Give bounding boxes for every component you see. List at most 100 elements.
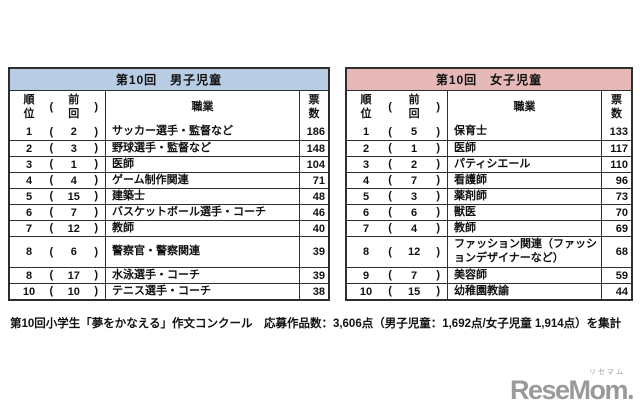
resemom-logo: リセマム ReseMom. bbox=[509, 369, 635, 406]
rank-value: 5 bbox=[362, 190, 370, 203]
rank-cell: 7 (4) bbox=[347, 221, 447, 236]
table-row: 6 (6) 獣医 70 bbox=[347, 204, 631, 220]
paren-open: ( bbox=[49, 174, 54, 186]
rank-value: 3 bbox=[362, 158, 370, 171]
rank-value: 8 bbox=[362, 246, 370, 258]
job-cell: 医師 bbox=[447, 141, 601, 156]
prev-rank-value: 3 bbox=[70, 142, 77, 155]
votes-cell: 148 bbox=[299, 141, 328, 156]
paren-open: ( bbox=[49, 158, 54, 170]
rank-cell: 8 (12) bbox=[347, 237, 447, 267]
paren-open: ( bbox=[388, 101, 392, 113]
prev-rank-value: 6 bbox=[411, 206, 418, 219]
paren-open: ( bbox=[388, 125, 392, 138]
paren-open: ( bbox=[49, 101, 54, 113]
paren-close: ) bbox=[94, 245, 98, 258]
paren-close: ) bbox=[94, 158, 98, 170]
paren-open: ( bbox=[388, 222, 392, 234]
job-cell: パティシエール bbox=[447, 157, 601, 172]
rank-prev-header-cell: 順 位 ( 前 回 ) bbox=[347, 91, 447, 124]
job-cell: 教師 bbox=[105, 221, 299, 236]
table-row: 3 (1) 医師 104 bbox=[10, 156, 328, 172]
paren-close: ) bbox=[436, 206, 440, 218]
rank-cell: 1 (2) bbox=[10, 124, 105, 140]
girls-table-rows: 1 (5) 保育士 133 2 (1) 医師 117 3 (2) パティシエール 110 4 (7) 看護師… bbox=[347, 124, 631, 299]
rank-cell: 5 (3) bbox=[347, 189, 447, 204]
votes-cell: 133 bbox=[601, 124, 631, 140]
rank-value: 4 bbox=[362, 174, 370, 187]
paren-open: ( bbox=[388, 269, 392, 281]
paren-open: ( bbox=[388, 245, 392, 258]
rank-value: 7 bbox=[25, 222, 33, 235]
rank-cell: 2 (3) bbox=[10, 141, 105, 156]
rank-value: 10 bbox=[359, 285, 373, 298]
votes-column-header: 票 数 bbox=[601, 91, 631, 124]
paren-close: ) bbox=[94, 269, 98, 281]
table-row: 4 (4) ゲーム制作関連 71 bbox=[10, 172, 328, 188]
job-cell: 美容師 bbox=[447, 268, 601, 283]
votes-cell: 48 bbox=[299, 189, 328, 204]
job-cell: 水泳選手・コーチ bbox=[105, 268, 299, 283]
prev-rank-value: 1 bbox=[70, 158, 77, 171]
paren-close: ) bbox=[436, 269, 440, 281]
boys-table-header: 順 位 ( 前 回 ) 職業 票 数 bbox=[10, 90, 328, 124]
job-cell: 教師 bbox=[447, 221, 601, 236]
job-cell: ファッション関連（ファッションデザイナーなど） bbox=[447, 237, 601, 267]
boys-table-title: 第10回 男子児童 bbox=[10, 69, 328, 90]
rank-value: 2 bbox=[362, 142, 370, 155]
girls-table-header: 順 位 ( 前 回 ) 職業 票 数 bbox=[347, 90, 631, 124]
rank-column-header: 順 位 bbox=[360, 94, 372, 120]
rank-cell: 8 (6) bbox=[10, 237, 105, 267]
rank-value: 6 bbox=[362, 206, 370, 219]
rank-value: 3 bbox=[25, 158, 33, 171]
table-row: 4 (7) 看護師 96 bbox=[347, 172, 631, 188]
paren-close: ) bbox=[436, 222, 440, 234]
table-row: 7 (4) 教師 69 bbox=[347, 220, 631, 236]
rank-prev-header-cell: 順 位 ( 前 回 ) bbox=[10, 91, 105, 124]
rank-value: 1 bbox=[362, 126, 370, 138]
resemom-logo-wordmark: ReseMom. bbox=[509, 375, 635, 405]
prev-rank-value: 2 bbox=[70, 126, 77, 138]
paren-close: ) bbox=[436, 142, 440, 154]
votes-cell: 46 bbox=[299, 205, 328, 220]
prev-rank-value: 7 bbox=[411, 269, 418, 282]
paren-close: ) bbox=[436, 101, 440, 113]
rank-cell: 1 (5) bbox=[347, 124, 447, 140]
source-caption: 第10回小学生「夢をかなえる」作文コンクール 応募作品数：3,606点（男子児童… bbox=[10, 318, 622, 330]
rank-value: 1 bbox=[25, 126, 33, 138]
rank-value: 2 bbox=[25, 142, 33, 155]
rank-cell: 5 (15) bbox=[10, 189, 105, 204]
table-row: 5 (3) 薬剤師 73 bbox=[347, 188, 631, 204]
rank-value: 8 bbox=[25, 246, 33, 258]
votes-cell: 104 bbox=[299, 157, 328, 172]
paren-open: ( bbox=[49, 206, 54, 218]
paren-close: ) bbox=[436, 190, 440, 202]
job-cell: 野球選手・監督など bbox=[105, 141, 299, 156]
paren-open: ( bbox=[49, 285, 54, 297]
prev-rank-value: 10 bbox=[67, 285, 80, 298]
votes-cell: 59 bbox=[601, 268, 631, 283]
paren-open: ( bbox=[388, 206, 392, 218]
rank-value: 6 bbox=[25, 206, 33, 219]
table-row: 8 (6) 警察官・警察関連 39 bbox=[10, 236, 328, 267]
votes-cell: 44 bbox=[601, 284, 631, 299]
rank-value: 10 bbox=[22, 285, 36, 298]
job-cell: 看護師 bbox=[447, 173, 601, 188]
job-cell: 警察官・警察関連 bbox=[105, 237, 299, 267]
prev-rank-value: 17 bbox=[67, 269, 80, 282]
votes-cell: 96 bbox=[601, 173, 631, 188]
paren-open: ( bbox=[49, 222, 54, 234]
rank-cell: 2 (1) bbox=[347, 141, 447, 156]
paren-close: ) bbox=[436, 285, 440, 297]
table-row: 1 (5) 保育士 133 bbox=[347, 124, 631, 140]
paren-open: ( bbox=[388, 174, 392, 186]
rank-value: 7 bbox=[362, 222, 370, 235]
rank-value: 9 bbox=[362, 269, 370, 282]
job-cell: サッカー選手・監督など bbox=[105, 124, 299, 140]
table-row: 2 (3) 野球選手・監督など 148 bbox=[10, 140, 328, 156]
paren-close: ) bbox=[94, 222, 98, 234]
table-row: 10 (15) 幼稚園教諭 44 bbox=[347, 283, 631, 299]
prev-rank-value: 12 bbox=[407, 246, 421, 258]
job-cell: ゲーム制作関連 bbox=[105, 173, 299, 188]
